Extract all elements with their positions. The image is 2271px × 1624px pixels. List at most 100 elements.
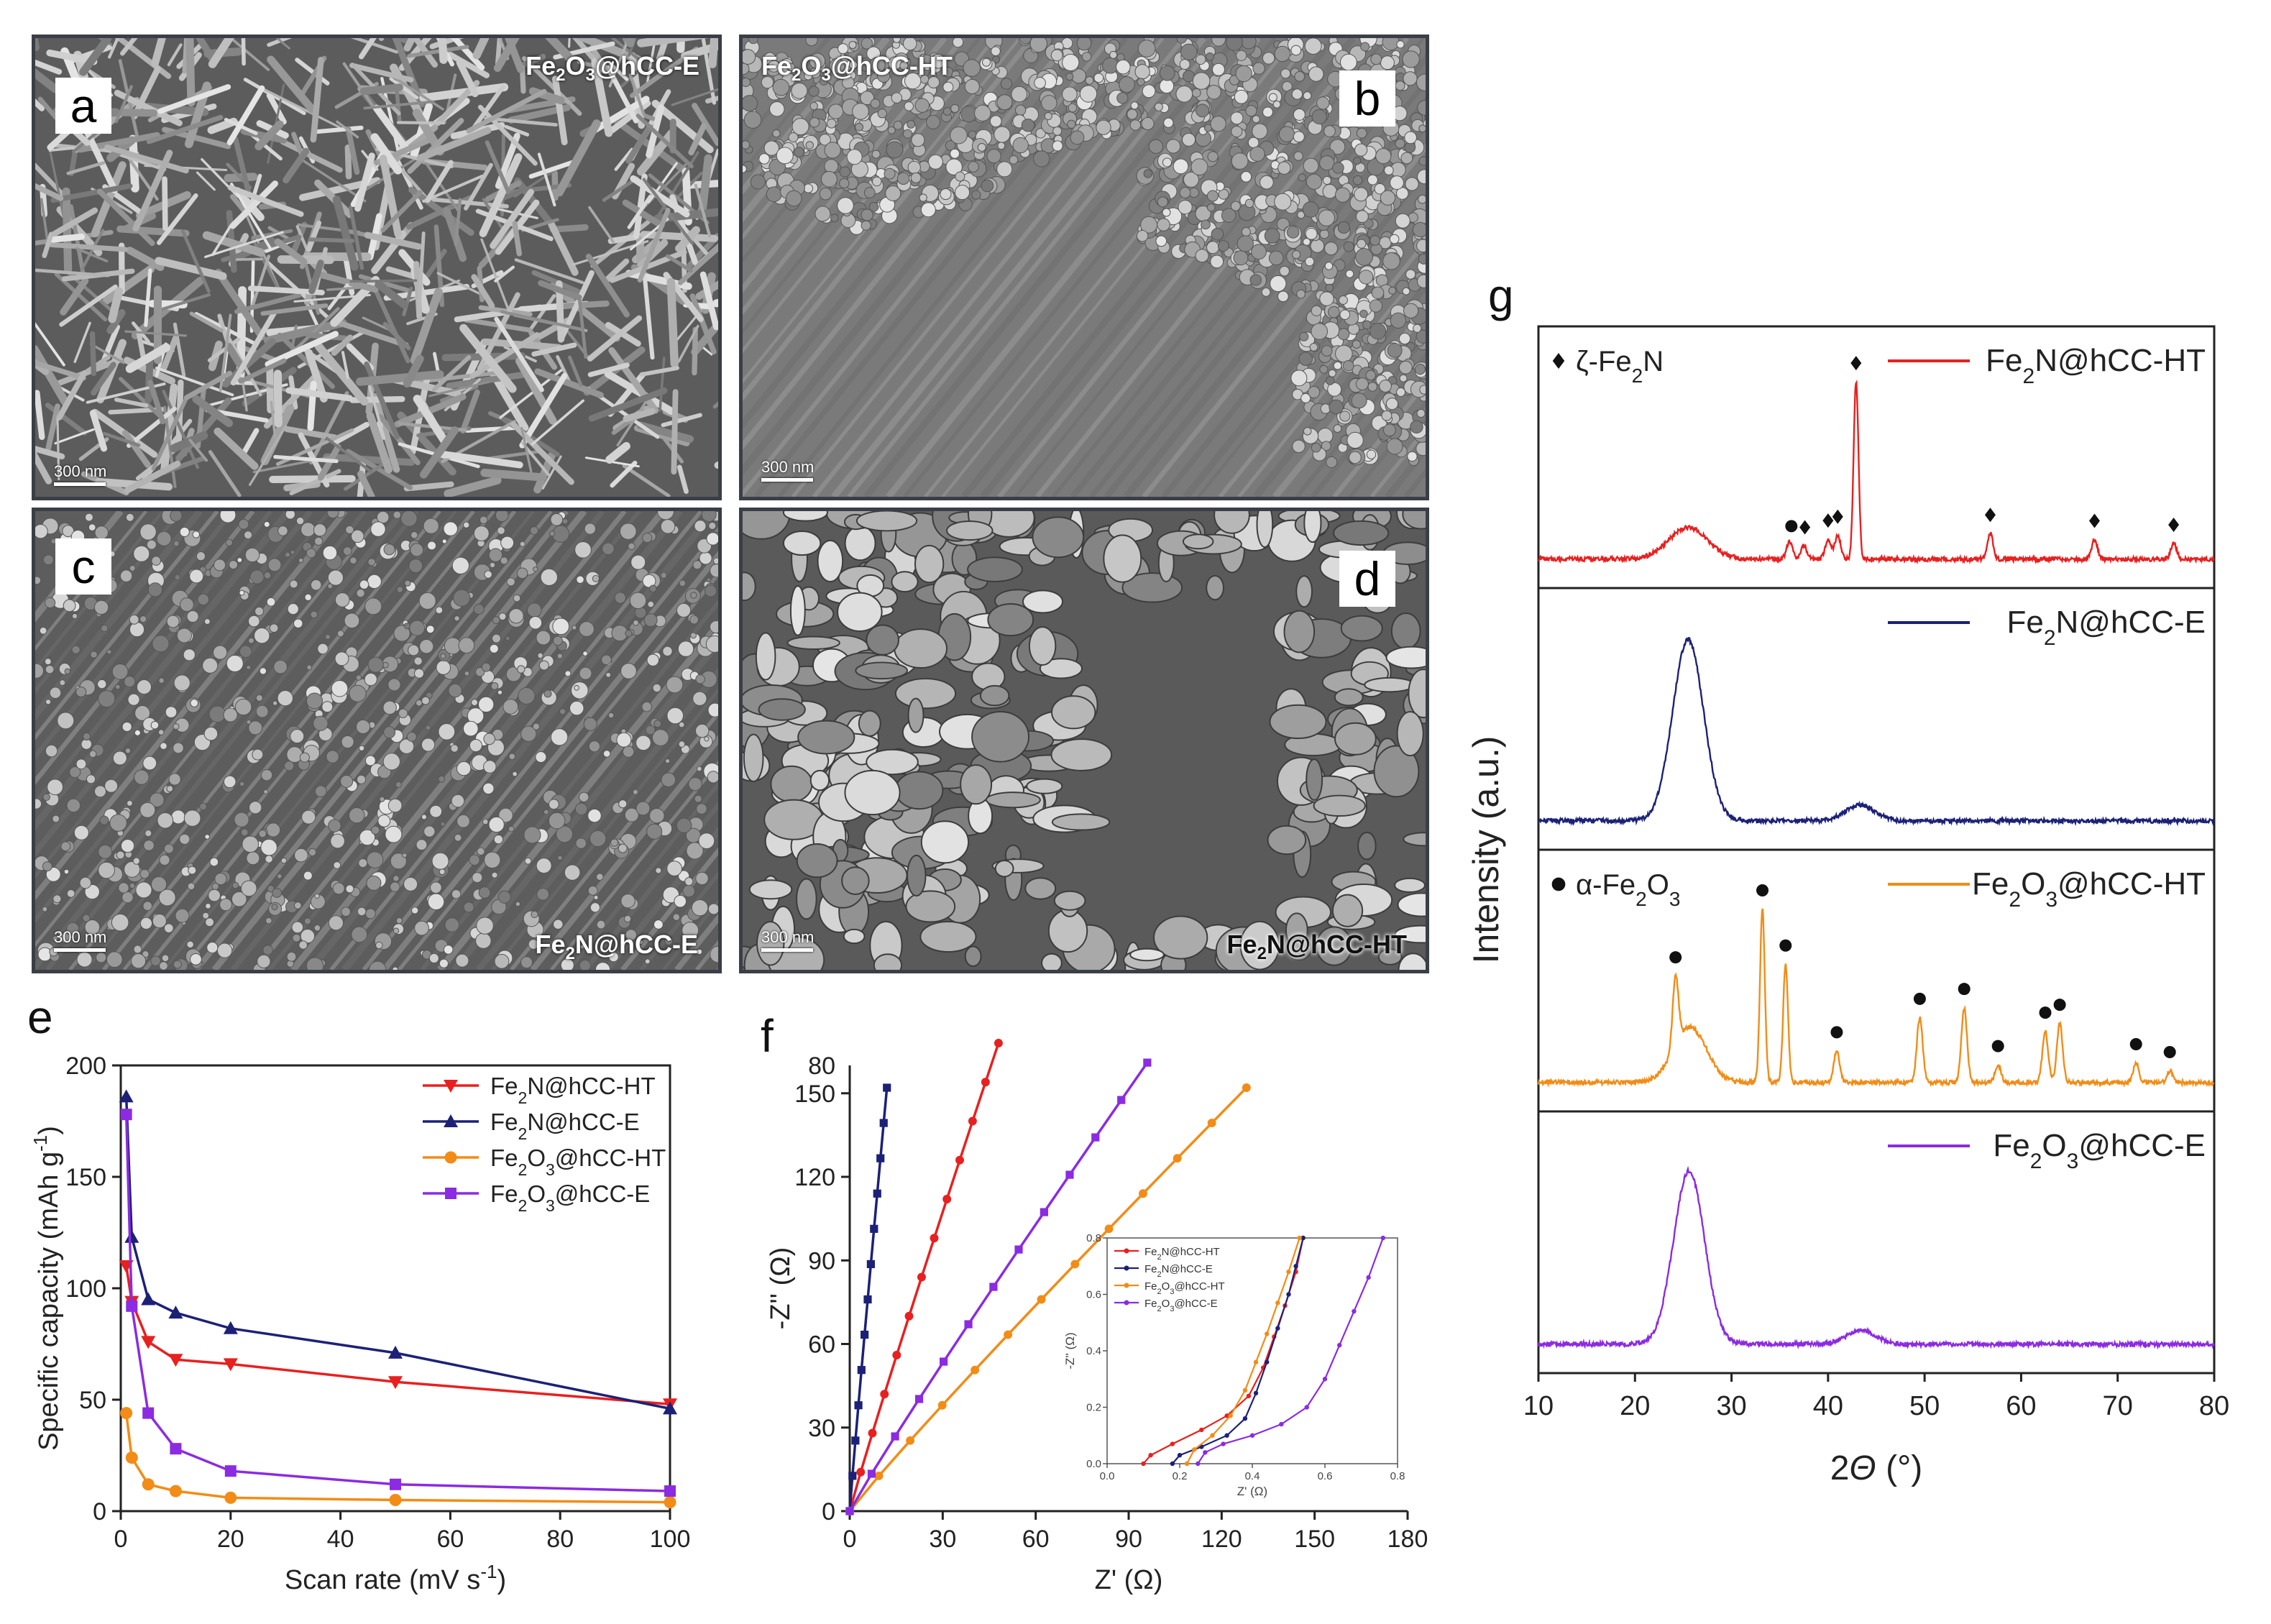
- sem-particle: [1396, 40, 1405, 49]
- sem-particle: [1369, 299, 1383, 313]
- sem-particle: [1380, 190, 1396, 206]
- sem-particle: [593, 894, 599, 900]
- sem-particle: [1157, 196, 1168, 208]
- sem-particle: [392, 966, 398, 970]
- sem-particle: [1327, 306, 1340, 318]
- sem-fiber-stripe: [45, 511, 419, 970]
- sem-crystal: [56, 418, 60, 481]
- data-point: [1196, 1461, 1201, 1467]
- sem-particle: [45, 866, 61, 882]
- sem-particle: [838, 43, 849, 55]
- data-point: [867, 1469, 876, 1478]
- sem-particle: [1115, 59, 1131, 75]
- sem-particle: [1162, 157, 1173, 168]
- label-part: Fe: [1144, 1280, 1157, 1293]
- sem-particle: [1304, 38, 1322, 55]
- sem-crystal: [504, 124, 530, 137]
- sem-particle: [528, 939, 539, 950]
- sem-crystal: [49, 233, 86, 243]
- sem-particle: [638, 939, 643, 945]
- y-tick-label: 30: [808, 1415, 835, 1442]
- data-point: [1242, 1083, 1251, 1092]
- sem-particle: [1385, 398, 1399, 410]
- x-tick-label: 50: [1909, 1391, 1940, 1421]
- sem-particle: [1346, 431, 1364, 449]
- sem-crystal: [494, 265, 515, 283]
- sem-crystal: [266, 92, 287, 125]
- y-tick-label: 0: [93, 1498, 106, 1526]
- sem-particle: [1367, 382, 1377, 392]
- sem-particle: [1011, 86, 1028, 103]
- sem-crystal: [35, 162, 68, 201]
- sem-crystal: [49, 242, 129, 252]
- sem-particle: [90, 651, 98, 659]
- data-point: [224, 1491, 237, 1504]
- sem-particle: [60, 841, 71, 852]
- sem-particle: [240, 828, 249, 837]
- sem-crystal: [422, 174, 484, 203]
- sem-particle: [1358, 270, 1374, 285]
- label-part: N@hCC-HT: [2034, 343, 2206, 378]
- sem-particle: [1277, 161, 1291, 175]
- sem-crystal: [89, 343, 125, 364]
- sem-fiber-stripe: [743, 38, 965, 316]
- sem-particle: [861, 208, 873, 221]
- sem-crystal: [40, 198, 49, 242]
- sem-particle: [306, 664, 313, 671]
- label-part: Scan rate (mV s: [285, 1565, 480, 1595]
- sem-crystal: [699, 271, 718, 331]
- legend-marker: [1124, 1265, 1129, 1271]
- data-point: [1246, 1393, 1252, 1399]
- sem-particle: [1410, 420, 1423, 433]
- sem-crystal: [558, 270, 595, 343]
- x-tick-label: 100: [650, 1526, 691, 1553]
- legend-marker: [1124, 1248, 1129, 1254]
- sem-crystal: [671, 389, 679, 475]
- sem-crystal: [622, 199, 665, 229]
- sem-particle: [860, 91, 875, 106]
- sem-crystal: [273, 370, 283, 428]
- sem-particle: [246, 719, 252, 725]
- sem-particle: [331, 679, 349, 697]
- sem-particle: [1325, 283, 1334, 293]
- sem-crystal: [454, 198, 462, 247]
- sem-particle: [1207, 151, 1219, 162]
- sem-particle: [173, 540, 180, 547]
- sem-particle: [209, 857, 219, 867]
- sem-particle: [819, 134, 831, 146]
- x-axis-label: Scan rate (mV s-1): [285, 1561, 506, 1595]
- sem-particle: [170, 511, 183, 522]
- sem-particle: [710, 945, 718, 963]
- sem-particle: [560, 958, 574, 970]
- data-point: [1065, 1170, 1074, 1179]
- data-point: [1297, 1235, 1302, 1241]
- sem-particle: [1403, 303, 1419, 318]
- sem-particle: [786, 63, 795, 72]
- sem-crystal: [520, 426, 533, 473]
- peak-marker: [2168, 518, 2180, 533]
- label-part: -1: [29, 1135, 51, 1152]
- peak-marker: [1832, 509, 1843, 524]
- inset-x-axis-label: Z' (Ω): [1237, 1485, 1267, 1498]
- y-tick-label: 0: [822, 1498, 835, 1526]
- sem-texture-b: [743, 38, 1426, 497]
- sem-particle: [1119, 76, 1135, 93]
- sem-label-a: Fe2O3@hCC-E: [526, 51, 699, 86]
- sem-particle: [1190, 158, 1208, 176]
- sem-particle: [1148, 139, 1164, 154]
- sem-particle: [708, 521, 717, 530]
- sem-crystal: [46, 49, 98, 65]
- sem-crystal: [372, 393, 400, 473]
- sem-crystal: [459, 324, 517, 393]
- sem-crystal: [485, 140, 510, 194]
- series-Fe2O3@hCC-E: [845, 1058, 1152, 1515]
- legend-label: Fe2N@hCC-HT: [490, 1073, 656, 1107]
- sem-particle: [1062, 53, 1080, 72]
- y-axis-label: -Z'' (Ω): [766, 1247, 796, 1330]
- sem-crystal: [588, 387, 668, 422]
- sem-particle: [884, 168, 896, 180]
- sem-particle: [427, 893, 445, 910]
- sem-crystal: [308, 260, 324, 295]
- sem-particle: [239, 645, 252, 659]
- sem-particle: [808, 86, 820, 97]
